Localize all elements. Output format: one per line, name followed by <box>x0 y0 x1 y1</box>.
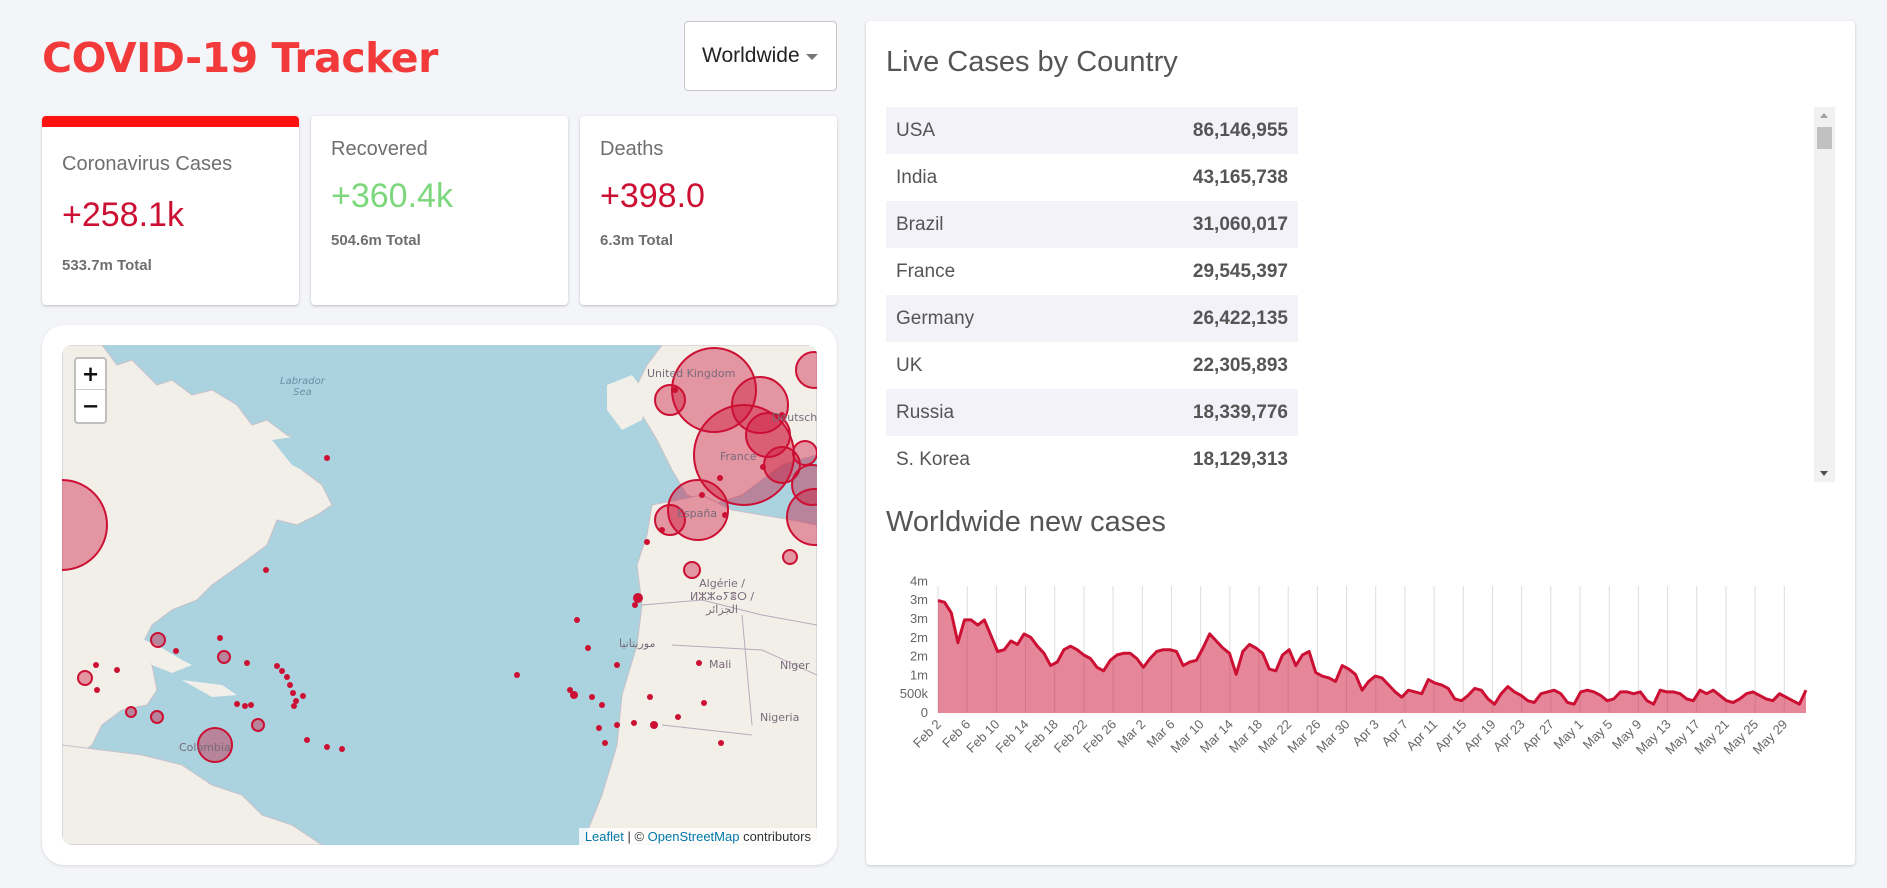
table-row[interactable]: France 29,545,397 <box>886 248 1298 295</box>
x-tick-label: May 5 <box>1580 717 1616 753</box>
map-label-colombia: Colombia <box>179 741 231 754</box>
table-title: Live Cases by Country <box>886 46 1178 78</box>
chart-area-fill <box>938 600 1806 713</box>
x-tick-label: Feb 2 <box>910 717 944 751</box>
country-name: Russia <box>896 401 955 423</box>
y-tick-label: 3m <box>910 592 928 607</box>
table-row[interactable]: Brazil 31,060,017 <box>886 201 1298 248</box>
map-label-mauritania: موريتانيا <box>619 637 656 650</box>
stat-total: 6.3m Total <box>600 232 674 249</box>
table-row[interactable]: Germany 26,422,135 <box>886 295 1298 342</box>
country-cases: 31,060,017 <box>1192 213 1288 235</box>
country-table[interactable]: USA 86,146,955 India 43,165,738 Brazil 31,0… <box>886 107 1835 482</box>
stat-total: 533.7m Total <box>62 257 152 274</box>
country-cases: 86,146,955 <box>1192 119 1288 141</box>
x-tick-label: Apr 15 <box>1432 717 1470 755</box>
zoom-control: + − <box>74 357 107 424</box>
country-cases: 18,339,776 <box>1192 401 1288 423</box>
country-cases: 22,305,893 <box>1192 354 1288 376</box>
x-tick-label: Feb 26 <box>1080 717 1119 756</box>
leaflet-link[interactable]: Leaflet <box>584 829 624 844</box>
zoom-in-button[interactable]: + <box>76 359 105 390</box>
scroll-down-icon[interactable] <box>1820 471 1828 476</box>
map-label-niger: Niger <box>780 659 810 672</box>
table-row[interactable]: UK 22,305,893 <box>886 342 1298 389</box>
world-map[interactable]: Labrador Sea United Kingdom Deutschl Fra… <box>62 345 817 845</box>
map-label-uk: United Kingdom <box>647 367 736 380</box>
y-tick-label: 2m <box>910 630 928 645</box>
right-panel: Live Cases by Country USA 86,146,955 Indi… <box>866 21 1855 865</box>
new-cases-chart[interactable]: Feb 2 Feb 6 Feb 10 Feb 14 Feb 18 Feb 22 Feb 26… <box>886 555 1835 795</box>
app-title: COVID-19 Tracker <box>42 34 438 82</box>
country-name: France <box>896 260 956 282</box>
x-tick-label: Apr 23 <box>1490 717 1528 755</box>
y-tick-label: 0 <box>921 705 928 720</box>
country-name: Germany <box>896 307 975 329</box>
stat-title: Recovered <box>331 138 428 160</box>
chevron-down-icon <box>806 54 818 60</box>
zoom-out-button[interactable]: − <box>81 393 100 418</box>
map-attribution: Leaflet | © OpenStreetMap contributors <box>578 828 817 845</box>
map-tiles <box>62 345 817 845</box>
country-name: UK <box>896 354 923 376</box>
map-label-france: France <box>720 450 757 463</box>
chart-title: Worldwide new cases <box>886 506 1166 538</box>
x-tick-label: Mar 2 <box>1114 717 1148 751</box>
stat-title: Deaths <box>600 138 664 160</box>
y-tick-label: 1m <box>910 667 928 682</box>
stat-card-recovered[interactable]: Recovered +360.4k 504.6m Total <box>311 116 568 305</box>
x-tick-label: Apr 3 <box>1349 717 1382 750</box>
table-row[interactable]: India 43,165,738 <box>886 154 1298 201</box>
map-card: Labrador Sea United Kingdom Deutschl Fra… <box>42 325 837 865</box>
country-name: Brazil <box>896 213 944 235</box>
stat-card-cases[interactable]: Coronavirus Cases +258.1k 533.7m Total <box>42 116 299 305</box>
country-select-value: Worldwide <box>702 44 800 67</box>
country-name: India <box>896 166 938 188</box>
map-label-spain: España <box>677 507 718 520</box>
stat-total: 504.6m Total <box>331 232 421 249</box>
y-tick-label: 500k <box>900 686 929 701</box>
country-cases: 43,165,738 <box>1192 166 1288 188</box>
stat-value: +360.4k <box>331 177 453 215</box>
stat-value: +258.1k <box>62 196 184 234</box>
map-label-algeria: Algérie / ⵍⵣⵣⴰⵢⴻⵔ / الجزائر <box>690 577 755 616</box>
x-tick-label: Mar 30 <box>1313 717 1352 756</box>
map-label-mali: Mali <box>709 658 732 671</box>
stat-title: Coronavirus Cases <box>62 153 233 175</box>
x-tick-label: May 1 <box>1550 717 1586 753</box>
table-row[interactable]: S. Korea 18,129,313 <box>886 436 1298 482</box>
y-tick-label: 3m <box>910 611 928 626</box>
country-name: S. Korea <box>896 448 970 470</box>
table-row[interactable]: USA 86,146,955 <box>886 107 1298 154</box>
chart-series-line <box>937 599 1808 706</box>
attribution-tail: contributors <box>739 829 811 844</box>
country-cases: 18,129,313 <box>1192 448 1288 470</box>
y-tick-label: 4m <box>910 573 928 588</box>
country-cases: 26,422,135 <box>1192 307 1288 329</box>
country-name: USA <box>896 119 936 141</box>
country-select[interactable]: Worldwide <box>684 21 837 91</box>
openstreetmap-link[interactable]: OpenStreetMap <box>647 829 740 844</box>
x-tick-label: Apr 11 <box>1403 717 1440 754</box>
x-tick-label: Apr 27 <box>1519 717 1557 755</box>
y-tick-label: 2m <box>910 649 928 664</box>
x-tick-label: Apr 19 <box>1461 717 1499 755</box>
country-cases: 29,545,397 <box>1192 260 1288 282</box>
attribution-separator: | © <box>623 829 648 844</box>
scrollbar-thumb[interactable] <box>1817 127 1832 149</box>
map-label-germany: Deutschl <box>772 411 817 424</box>
map-label-nigeria: Nigeria <box>760 711 800 724</box>
table-row[interactable]: Russia 18,339,776 <box>886 389 1298 436</box>
scroll-up-icon[interactable] <box>1820 113 1828 118</box>
map-label-labrador-sea: Labrador Sea <box>280 376 325 398</box>
table-scrollbar[interactable] <box>1814 107 1835 482</box>
stat-value: +398.0 <box>600 177 705 215</box>
stat-card-deaths[interactable]: Deaths +398.0 6.3m Total <box>580 116 837 305</box>
